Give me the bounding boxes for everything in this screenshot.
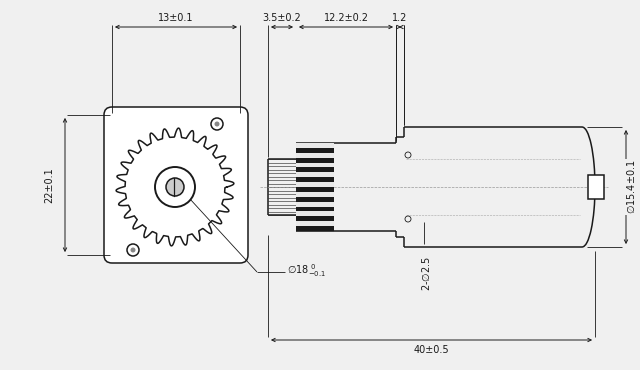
Bar — [296, 177, 334, 182]
Text: 2-$\varnothing$2.5: 2-$\varnothing$2.5 — [420, 256, 432, 291]
Bar — [296, 221, 334, 226]
Bar — [296, 143, 334, 148]
Text: 12.2±0.2: 12.2±0.2 — [323, 13, 369, 23]
Bar — [296, 216, 334, 221]
Bar — [296, 211, 334, 216]
Text: $\varnothing$15.4±0.1: $\varnothing$15.4±0.1 — [625, 159, 637, 215]
Bar — [296, 182, 334, 187]
Bar — [296, 206, 334, 211]
Text: 3.5±0.2: 3.5±0.2 — [262, 13, 301, 23]
Bar — [588, 175, 604, 199]
Text: $\varnothing$18$^{\ 0}_{-0.1}$: $\varnothing$18$^{\ 0}_{-0.1}$ — [287, 263, 326, 279]
Bar — [296, 172, 334, 177]
Circle shape — [214, 121, 220, 127]
Bar — [296, 162, 334, 168]
Bar — [296, 226, 334, 231]
Circle shape — [166, 178, 184, 196]
Bar — [296, 202, 334, 206]
Text: 13±0.1: 13±0.1 — [158, 13, 194, 23]
Bar — [296, 168, 334, 172]
Text: 40±0.5: 40±0.5 — [413, 345, 449, 355]
Text: 22±0.1: 22±0.1 — [44, 167, 54, 203]
Text: 1.2: 1.2 — [392, 13, 408, 23]
FancyBboxPatch shape — [104, 107, 248, 263]
Circle shape — [131, 248, 136, 252]
Bar — [296, 148, 334, 153]
Bar — [296, 192, 334, 197]
Bar — [296, 158, 334, 162]
Bar — [296, 187, 334, 192]
Bar — [296, 197, 334, 202]
Bar — [296, 153, 334, 158]
